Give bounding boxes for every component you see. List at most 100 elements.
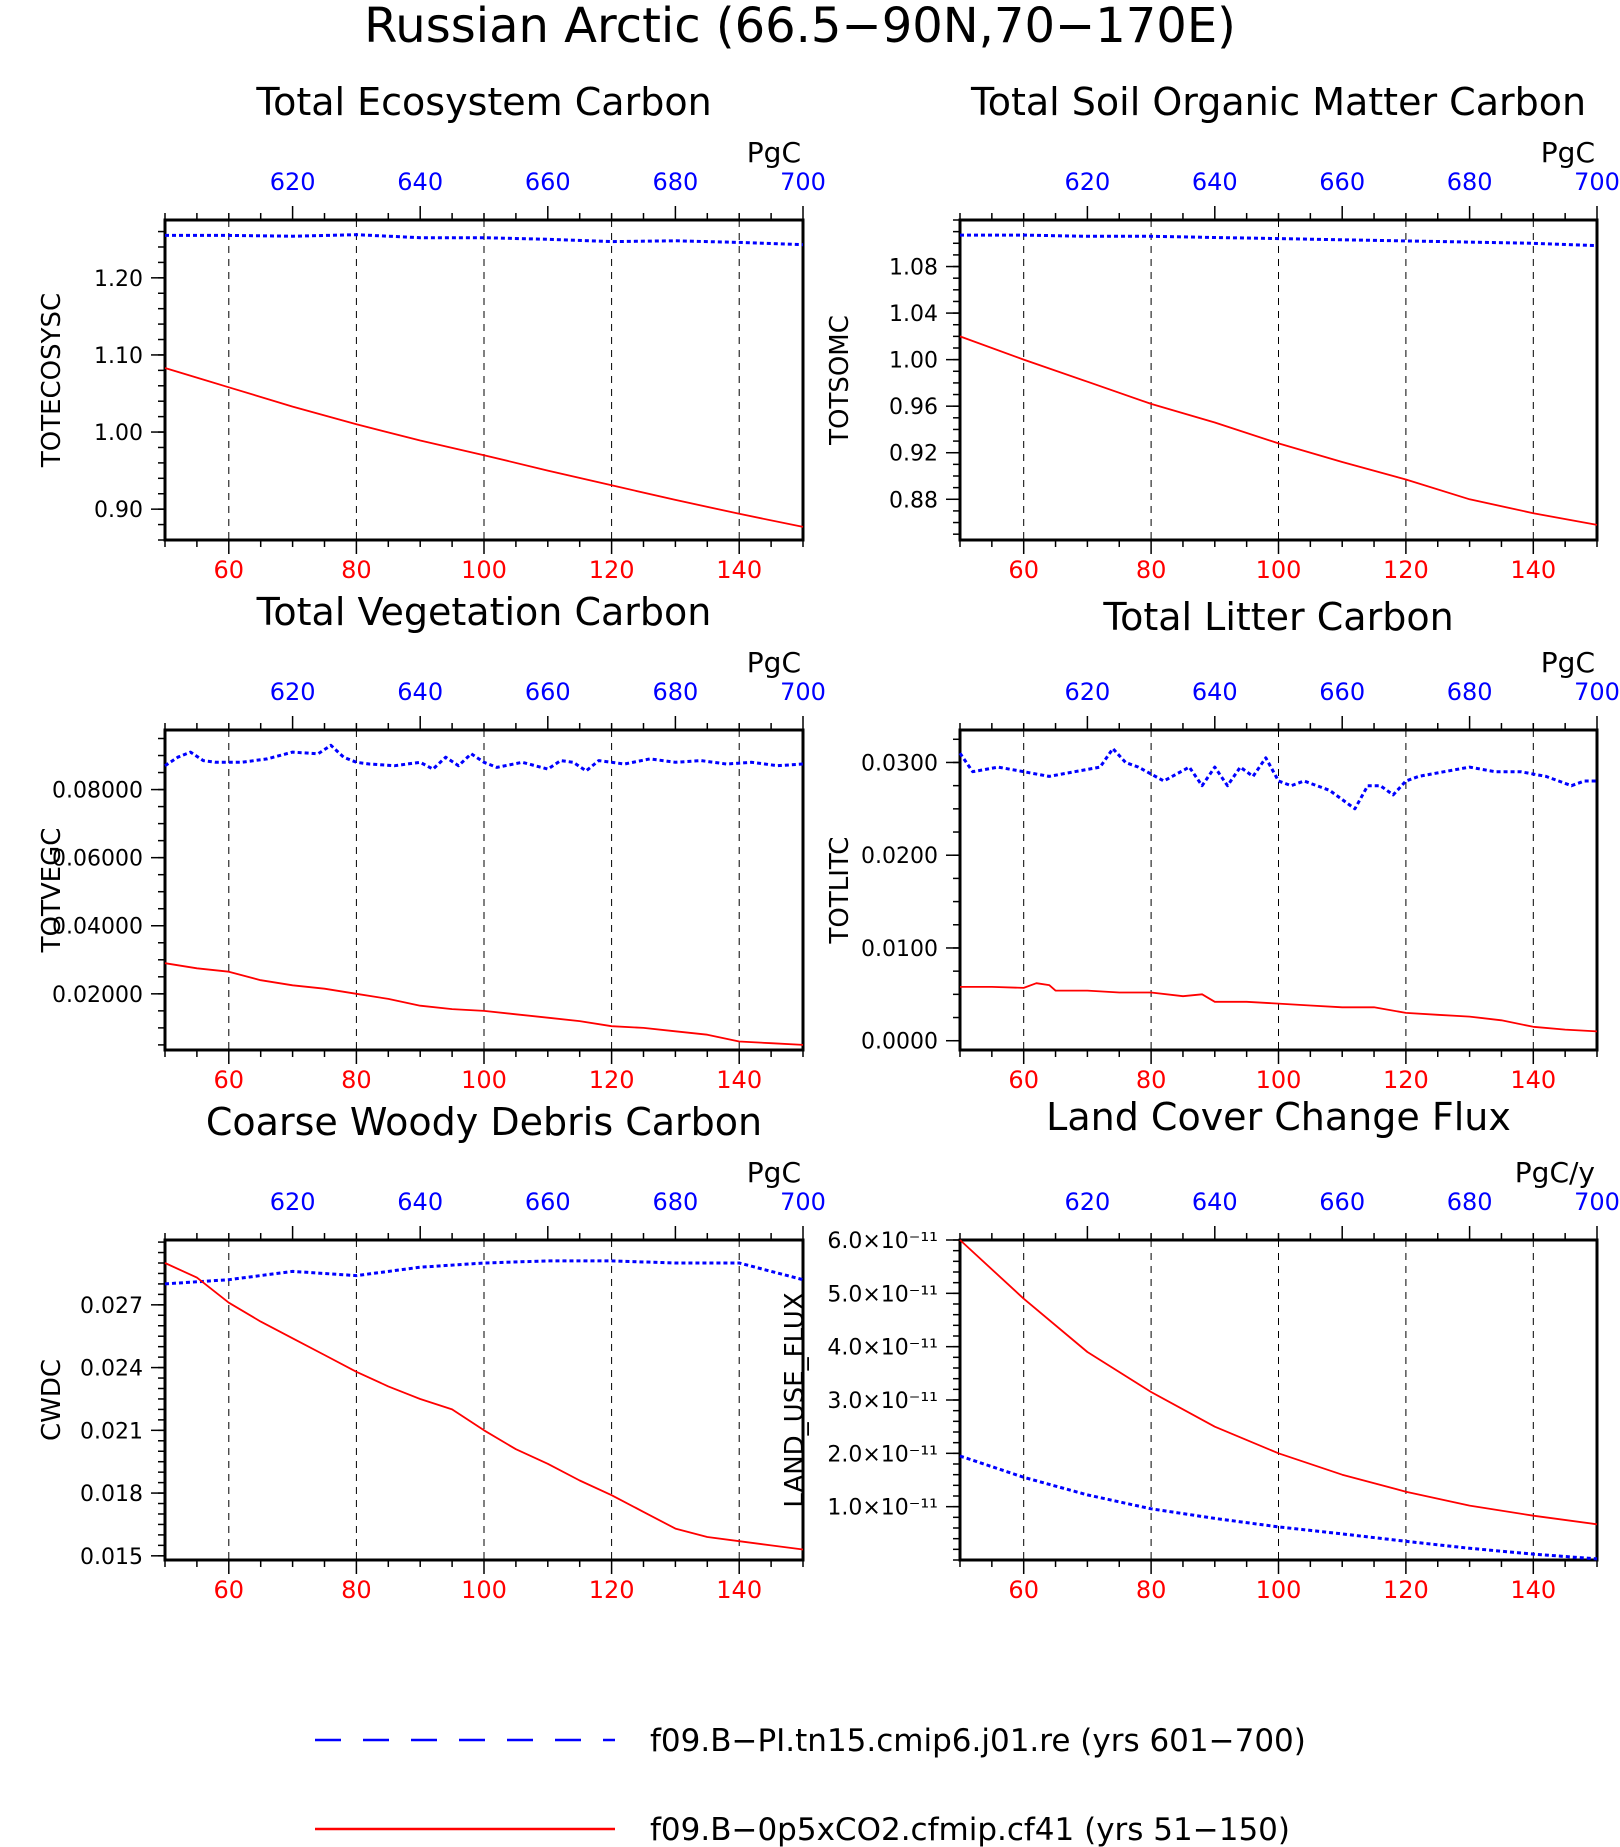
x-bottom-tick-label: 140	[716, 556, 762, 584]
x-top-tick-label: 640	[1192, 168, 1238, 196]
x-bottom-tick-label: 80	[1136, 1576, 1167, 1604]
y-tick-label: 6.0×10⁻¹¹	[827, 1229, 938, 1254]
x-bottom-tick-label: 120	[589, 1066, 635, 1094]
y-tick-label: 0.018	[80, 1482, 143, 1507]
y-tick-label: 1.20	[94, 267, 143, 292]
y-tick-label: 1.00	[889, 349, 938, 374]
x-bottom-tick-label: 60	[1008, 556, 1039, 584]
figure-title: Russian Arctic (66.5−90N,70−170E)	[364, 0, 1236, 54]
x-bottom-tick-label: 140	[716, 1066, 762, 1094]
series-line-control	[164, 1259, 804, 1286]
legend: f09.B−PI.tn15.cmip6.j01.re (yrs 601−700)…	[315, 1723, 1306, 1847]
series-line-experiment	[164, 1262, 804, 1551]
x-top-tick-label: 620	[270, 1188, 316, 1216]
x-bottom-tick-label: 60	[214, 1576, 245, 1604]
panel-title: Land Cover Change Flux	[1046, 1095, 1511, 1139]
x-top-tick-label: 660	[525, 168, 571, 196]
x-bottom-tick-label: 80	[1136, 556, 1167, 584]
panel-title: Total Soil Organic Matter Carbon	[970, 80, 1586, 124]
x-bottom-tick-label: 60	[1008, 1576, 1039, 1604]
x-top-tick-label: 640	[397, 678, 443, 706]
y-tick-label: 0.90	[94, 498, 143, 523]
x-bottom-tick-label: 60	[214, 556, 245, 584]
y-tick-label: 0.08000	[52, 779, 143, 804]
x-bottom-tick-label: 120	[1383, 556, 1429, 584]
y-axis-label: TOTECOSYSC	[37, 293, 67, 468]
x-bottom-tick-label: 120	[1383, 1576, 1429, 1604]
x-bottom-tick-label: 60	[1008, 1066, 1039, 1094]
y-tick-label: 5.0×10⁻¹¹	[827, 1282, 938, 1307]
x-top-tick-label: 620	[1064, 678, 1110, 706]
x-top-tick-label: 640	[397, 1188, 443, 1216]
y-tick-label: 0.0300	[861, 751, 938, 776]
x-top-tick-label: 700	[780, 1188, 826, 1216]
y-tick-label: 0.015	[80, 1545, 143, 1570]
panel-title: Coarse Woody Debris Carbon	[206, 1100, 762, 1144]
x-bottom-tick-label: 80	[341, 556, 372, 584]
x-top-tick-label: 660	[525, 1188, 571, 1216]
x-bottom-tick-label: 100	[461, 1066, 507, 1094]
series-line-experiment	[164, 962, 804, 1046]
x-bottom-tick-label: 60	[214, 1066, 245, 1094]
series-line-experiment	[959, 1239, 1598, 1526]
x-top-tick-label: 700	[1574, 1188, 1620, 1216]
units-label: PgC	[747, 1156, 801, 1189]
x-top-tick-label: 700	[780, 678, 826, 706]
x-bottom-tick-label: 100	[461, 556, 507, 584]
x-top-tick-label: 660	[1319, 1188, 1365, 1216]
y-tick-label: 0.024	[80, 1357, 143, 1382]
x-top-tick-label: 660	[1319, 168, 1365, 196]
y-tick-label: 0.92	[889, 442, 938, 467]
y-tick-label: 1.04	[889, 302, 938, 327]
series-line-experiment	[164, 367, 804, 528]
y-tick-label: 0.021	[80, 1419, 143, 1444]
y-tick-label: 0.04000	[52, 915, 143, 940]
chart-panel-1: Total Ecosystem Carbon 60 80 100 120 140 620 64…	[37, 80, 826, 584]
x-top-tick-label: 680	[1447, 1188, 1493, 1216]
series-line-control	[960, 233, 1598, 248]
x-top-tick-label: 620	[1064, 1188, 1110, 1216]
y-axis-label: TOTVEGC	[37, 828, 67, 954]
y-tick-label: 1.10	[94, 344, 143, 369]
x-bottom-tick-label: 140	[716, 1576, 762, 1604]
x-bottom-tick-label: 120	[589, 556, 635, 584]
series-line-experiment	[959, 335, 1598, 526]
x-bottom-tick-label: 120	[1383, 1066, 1429, 1094]
chart-panel-3: Total Vegetation Carbon 60 80 100 120 140 620 6…	[37, 590, 826, 1094]
x-top-tick-label: 700	[1574, 168, 1620, 196]
x-top-tick-label: 640	[1192, 1188, 1238, 1216]
units-label: PgC	[747, 646, 801, 679]
series-line-control	[165, 233, 804, 247]
units-label: PgC	[1541, 646, 1595, 679]
x-bottom-tick-label: 100	[461, 1576, 507, 1604]
y-tick-label: 0.02000	[52, 983, 143, 1008]
series-line-experiment	[960, 982, 1598, 1033]
x-bottom-tick-label: 80	[341, 1066, 372, 1094]
chart-panel-2: Total Soil Organic Matter Carbon 60 80 100 1…	[825, 80, 1620, 584]
chart-panels: Total Ecosystem Carbon 60 80 100 120 140 620 64…	[37, 80, 1620, 1604]
x-top-tick-label: 660	[1319, 678, 1365, 706]
chart-panel-6: Land Cover Change Flux 60 80 100 120 140 620 64…	[780, 1095, 1620, 1604]
y-tick-label: 4.0×10⁻¹¹	[827, 1336, 938, 1361]
y-tick-label: 1.08	[889, 256, 938, 281]
y-axis-label: TOTLITC	[825, 837, 855, 945]
x-top-tick-label: 700	[780, 168, 826, 196]
x-bottom-tick-label: 80	[341, 1576, 372, 1604]
y-axis-label: TOTSOMC	[825, 315, 855, 446]
y-tick-label: 0.027	[80, 1294, 143, 1319]
legend-label-control: f09.B−PI.tn15.cmip6.j01.re (yrs 601−700)	[650, 1723, 1306, 1759]
y-tick-label: 1.00	[94, 421, 143, 446]
x-bottom-tick-label: 100	[1256, 1066, 1302, 1094]
x-bottom-tick-label: 100	[1256, 556, 1302, 584]
x-bottom-tick-label: 140	[1510, 1066, 1556, 1094]
x-bottom-tick-label: 140	[1510, 556, 1556, 584]
x-bottom-tick-label: 80	[1136, 1066, 1167, 1094]
x-top-tick-label: 660	[525, 678, 571, 706]
series-line-control	[958, 747, 1597, 811]
series-line-control	[959, 1454, 1598, 1561]
y-axis-label: CWDC	[37, 1359, 67, 1441]
panel-title: Total Litter Carbon	[1102, 595, 1453, 639]
y-tick-label: 2.0×10⁻¹¹	[827, 1442, 938, 1467]
x-top-tick-label: 620	[270, 678, 316, 706]
x-top-tick-label: 680	[1447, 678, 1493, 706]
